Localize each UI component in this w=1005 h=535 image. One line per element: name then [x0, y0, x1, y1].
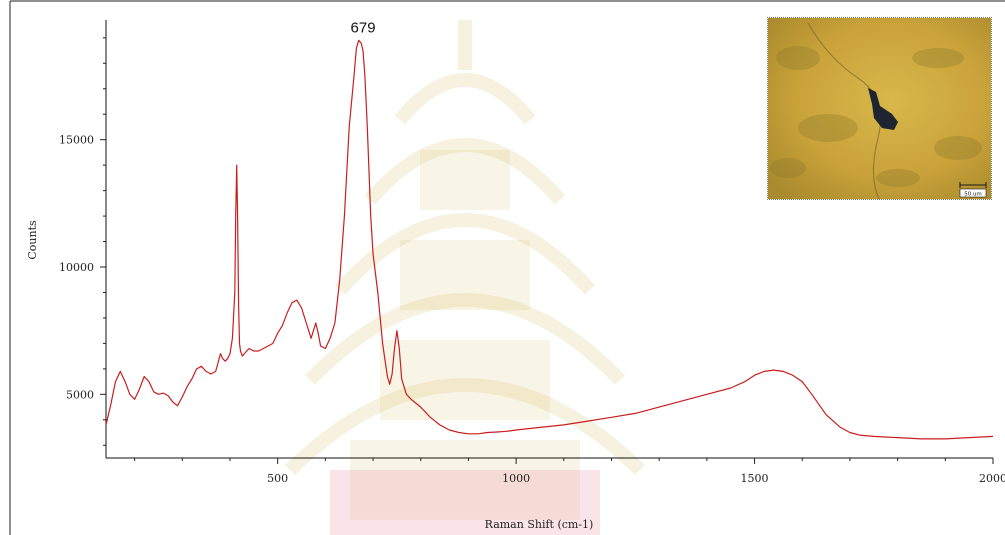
series-group [105, 39, 994, 440]
watermark-logo [285, 20, 645, 535]
y-tick-label: 10000 [59, 261, 94, 274]
x-axis-title: Raman Shift (cm-1) [485, 518, 594, 531]
y-axis-ticks: 5000 10000 15000 [59, 37, 106, 446]
micrograph-inset: 50 um [767, 17, 992, 200]
annotation-group: 679 [351, 19, 376, 36]
x-tick-label: 1500 [741, 472, 769, 485]
x-tick-label: 500 [267, 472, 288, 485]
y-tick-label: 5000 [66, 388, 94, 401]
micrograph-texture [770, 46, 982, 187]
scale-bar-label: 50 um [964, 192, 982, 198]
micrograph-particle [868, 88, 898, 130]
y-tick-label: 15000 [59, 134, 94, 147]
peak-label: 679 [351, 19, 376, 36]
x-tick-label: 2000 [979, 472, 1005, 485]
scale-bar-box [959, 188, 987, 198]
y-axis-title: Counts [26, 220, 39, 260]
series-line [105, 39, 994, 440]
x-tick-label: 1000 [502, 472, 530, 485]
x-axis-ticks: 500 1000 1500 2000 [134, 458, 1005, 485]
